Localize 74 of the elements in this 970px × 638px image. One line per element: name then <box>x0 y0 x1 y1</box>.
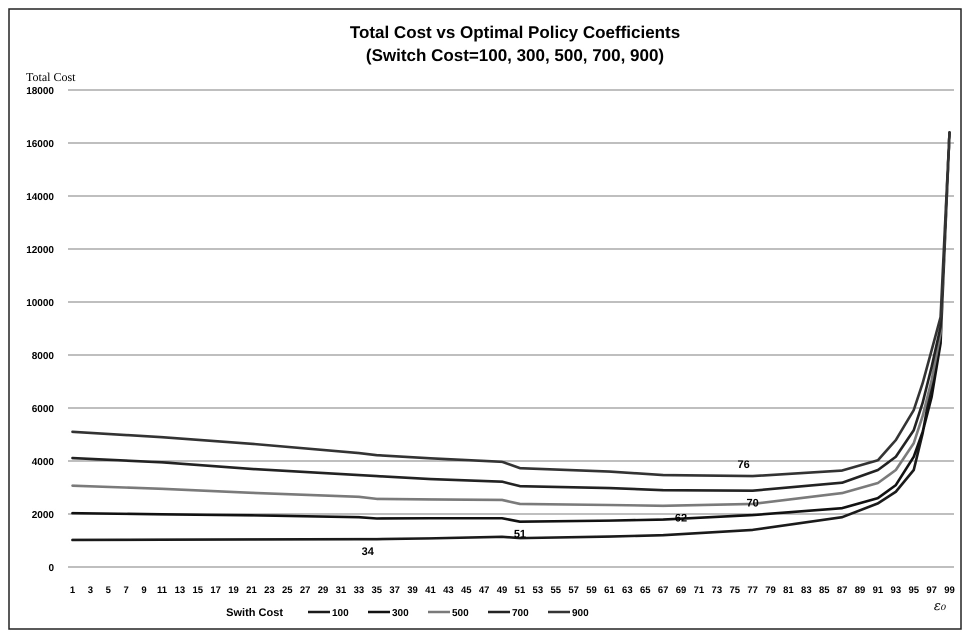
x-tick-label: 83 <box>801 585 812 596</box>
y-tick-label: 12000 <box>26 245 54 256</box>
x-tick-label: 37 <box>389 585 400 596</box>
annotation: 62 <box>674 512 688 525</box>
annotation: 70 <box>746 498 759 510</box>
y-tick-label: 2000 <box>32 510 54 521</box>
x-tick-label: 51 <box>514 585 526 596</box>
chart-title: Total Cost vs Optimal Policy Coefficients <box>350 23 680 42</box>
legend-title: Swith Cost <box>226 607 284 619</box>
x-tick-label: 41 <box>425 585 436 596</box>
x-tick-label: 23 <box>264 585 275 596</box>
x-tick-label: 81 <box>783 585 794 596</box>
y-tick-label: 16000 <box>26 139 54 150</box>
x-tick-label: 17 <box>210 585 221 596</box>
legend-label: 300 <box>392 608 410 619</box>
y-axis-title: Total Cost <box>26 70 76 84</box>
x-tick-label: 75 <box>729 585 741 596</box>
x-tick-label: 13 <box>174 585 186 596</box>
x-tick-label: 31 <box>336 585 347 596</box>
x-tick-label: 47 <box>478 585 490 596</box>
y-tick-label: 8000 <box>32 351 54 362</box>
x-tick-label: 97 <box>926 585 937 596</box>
annotation: 76 <box>738 459 750 472</box>
x-tick-label: 19 <box>228 585 239 596</box>
x-tick-label: 57 <box>568 585 579 596</box>
x-tick-label: 79 <box>765 585 776 596</box>
x-tick-label: 69 <box>676 585 686 596</box>
x-tick-label: 29 <box>318 585 328 596</box>
x-tick-label: 43 <box>443 585 454 596</box>
chart-subtitle: (Switch Cost=100, 300, 500, 700, 900) <box>366 46 664 65</box>
x-tick-label: 53 <box>532 585 544 596</box>
legend-label: 700 <box>512 608 530 619</box>
x-tick-label: 9 <box>141 585 147 596</box>
x-tick-label: 35 <box>371 585 383 596</box>
y-tick-label: 14000 <box>26 192 54 203</box>
x-tick-label: 95 <box>908 585 920 596</box>
x-tick-label: 77 <box>747 585 758 596</box>
x-tick-label: 3 <box>88 585 94 596</box>
x-tick-label: 21 <box>246 585 258 596</box>
x-tick-label: 71 <box>694 585 705 596</box>
x-tick-label: 67 <box>658 585 668 596</box>
legend-label: 100 <box>332 608 350 619</box>
x-tick-label: 5 <box>106 585 112 596</box>
x-tick-label: 39 <box>407 585 418 596</box>
x-tick-label: 11 <box>156 585 168 596</box>
legend-label: 900 <box>572 608 590 619</box>
y-tick-label: 10000 <box>26 298 54 309</box>
y-tick-label: 6000 <box>32 404 54 415</box>
x-tick-label: 27 <box>300 585 310 596</box>
x-tick-label: 45 <box>460 585 472 596</box>
x-tick-label: 87 <box>836 585 848 596</box>
y-tick-label: 18000 <box>26 86 54 97</box>
x-tick-label: 73 <box>712 585 722 596</box>
x-tick-label: 1 <box>70 585 76 596</box>
x-tick-label: 25 <box>282 585 294 596</box>
y-tick-label: 0 <box>48 563 54 574</box>
x-tick-label: 49 <box>496 585 508 596</box>
x-tick-label: 61 <box>604 585 616 596</box>
x-tick-label: 93 <box>890 585 902 596</box>
x-tick-label: 63 <box>622 585 633 596</box>
y-tick-label: 4000 <box>32 457 54 468</box>
x-tick-label: 91 <box>872 585 884 596</box>
x-tick-label: 15 <box>192 585 204 596</box>
x-axis-title: ε₀ <box>934 599 947 614</box>
x-tick-label: 55 <box>550 585 562 596</box>
x-tick-label: 59 <box>586 585 597 596</box>
x-tick-label: 99 <box>944 585 955 596</box>
annotation: 34 <box>362 546 375 558</box>
x-tick-label: 89 <box>854 585 866 596</box>
legend-label: 500 <box>452 608 470 619</box>
x-tick-label: 85 <box>818 585 830 596</box>
x-tick-label: 65 <box>640 585 652 596</box>
x-tick-label: 7 <box>124 585 129 596</box>
x-tick-label: 33 <box>354 585 364 596</box>
